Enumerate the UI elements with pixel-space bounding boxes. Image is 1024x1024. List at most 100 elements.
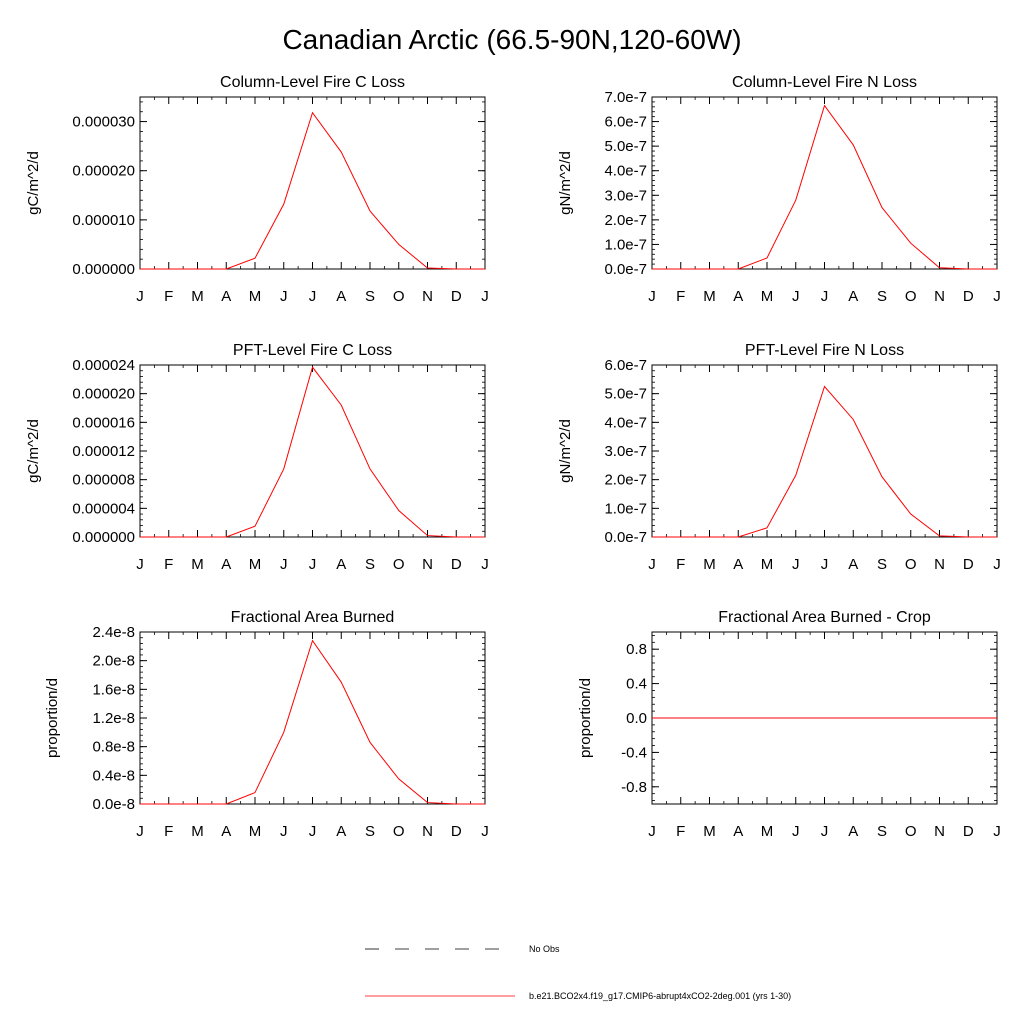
- y-tick-label: 0.000030: [72, 114, 135, 131]
- x-tick-label: J: [309, 288, 317, 305]
- x-tick-label: D: [963, 288, 974, 305]
- x-tick-label: S: [877, 288, 887, 305]
- x-tick-label: D: [451, 556, 462, 573]
- x-tick-label: A: [848, 288, 858, 305]
- x-tick-label: D: [451, 288, 462, 305]
- y-tick-label: 0.000020: [72, 163, 135, 180]
- x-tick-label: J: [481, 823, 489, 840]
- x-tick-label: F: [676, 288, 685, 305]
- y-tick-label: -0.4: [621, 744, 647, 761]
- y-tick-label: 2.4e-8: [92, 624, 135, 641]
- y-tick-label: 0.8: [626, 641, 647, 658]
- x-tick-label: J: [792, 556, 800, 573]
- x-tick-label: J: [821, 288, 829, 305]
- x-tick-label: S: [365, 556, 375, 573]
- chart-panel-1: J F M A M J J A S O N D J0.0000000.0000100.0000200.0…: [25, 74, 489, 305]
- plot-frame: [139, 96, 486, 270]
- y-axis-label: proportion/d: [44, 678, 61, 758]
- x-tick-label: O: [393, 288, 405, 305]
- y-tick-label: 4.0e-7: [604, 414, 647, 431]
- chart-panel-5: J F M A M J J A S O N D J0.0e-80.4e-80.8e-81.2e-81.6…: [44, 609, 489, 840]
- y-tick-label: 0.4e-8: [92, 767, 135, 784]
- x-tick-label: N: [934, 288, 945, 305]
- legend: No Obs b.e21.BCO2x4.f19_g17.CMIP6-abrupt…: [365, 944, 791, 1001]
- x-tick-label: A: [221, 556, 231, 573]
- legend-label-case: b.e21.BCO2x4.f19_g17.CMIP6-abrupt4xCO2-2…: [529, 991, 791, 1001]
- plot-frame: [651, 364, 998, 538]
- y-tick-label: 3.0e-7: [604, 187, 647, 204]
- y-tick-label: 0.000000: [72, 529, 135, 546]
- plot-frame: [651, 96, 998, 270]
- y-tick-label: 0.000024: [72, 357, 135, 374]
- x-tick-label: O: [905, 288, 917, 305]
- y-tick-label: 2.0e-7: [604, 212, 647, 229]
- panel-title: Fractional Area Burned: [231, 609, 395, 626]
- x-tick-label: N: [422, 556, 433, 573]
- chart-panel-2: J F M A M J J A S O N D J0.0e-71.0e-72.0e-73.0e-74.0…: [557, 74, 1001, 305]
- x-tick-label: J: [821, 556, 829, 573]
- x-tick-label: J: [309, 556, 317, 573]
- x-tick-label: M: [249, 823, 262, 840]
- y-axis-label: gN/m^2/d: [557, 151, 574, 215]
- x-tick-label: A: [336, 288, 346, 305]
- y-tick-label: 0.0: [626, 710, 647, 727]
- x-tick-label: J: [309, 823, 317, 840]
- x-tick-label: M: [761, 288, 774, 305]
- x-tick-label: J: [136, 823, 144, 840]
- legend-label-no-obs: No Obs: [529, 944, 560, 954]
- x-tick-label: A: [848, 556, 858, 573]
- x-tick-label: A: [336, 556, 346, 573]
- x-tick-label: D: [451, 823, 462, 840]
- y-tick-label: 5.0e-7: [604, 138, 647, 155]
- series-line: [140, 111, 485, 270]
- y-tick-label: 6.0e-7: [604, 114, 647, 131]
- x-tick-label: S: [365, 288, 375, 305]
- y-tick-label: 1.0e-7: [604, 236, 647, 253]
- y-axis-label: gN/m^2/d: [557, 419, 574, 483]
- x-tick-label: O: [393, 823, 405, 840]
- x-tick-label: J: [993, 288, 1001, 305]
- y-tick-label: 1.6e-8: [92, 681, 135, 698]
- plot-frame: [139, 631, 486, 805]
- x-tick-label: F: [164, 823, 173, 840]
- y-tick-label: 7.0e-7: [604, 89, 647, 106]
- x-tick-label: F: [164, 556, 173, 573]
- chart-panel-6: J F M A M J J A S O N D J-0.8-0.40.00.40.8Fractional…: [577, 609, 1001, 840]
- y-tick-label: 0.0e-7: [604, 529, 647, 546]
- x-tick-label: J: [792, 288, 800, 305]
- x-tick-label: M: [249, 556, 262, 573]
- x-tick-label: J: [993, 823, 1001, 840]
- series-line: [652, 385, 997, 538]
- x-tick-label: A: [733, 288, 743, 305]
- x-tick-label: D: [963, 823, 974, 840]
- x-tick-label: F: [676, 556, 685, 573]
- y-tick-label: 0.000010: [72, 212, 135, 229]
- x-tick-label: M: [761, 556, 774, 573]
- x-tick-label: J: [481, 288, 489, 305]
- chart-panel-4: J F M A M J J A S O N D J0.0e-71.0e-72.0e-73.0e-74.0…: [557, 342, 1001, 573]
- y-tick-label: 0.000004: [72, 500, 135, 517]
- y-tick-label: -0.8: [621, 779, 647, 796]
- x-tick-label: J: [792, 823, 800, 840]
- y-tick-label: 3.0e-7: [604, 443, 647, 460]
- y-tick-label: 1.2e-8: [92, 710, 135, 727]
- x-tick-label: M: [191, 823, 204, 840]
- x-tick-label: D: [963, 556, 974, 573]
- x-tick-label: A: [733, 823, 743, 840]
- y-tick-label: 0.000012: [72, 443, 135, 460]
- y-tick-label: 0.000000: [72, 261, 135, 278]
- x-tick-label: O: [905, 823, 917, 840]
- x-tick-label: S: [365, 823, 375, 840]
- x-tick-label: N: [934, 556, 945, 573]
- x-tick-label: J: [280, 288, 288, 305]
- x-tick-label: J: [481, 556, 489, 573]
- panel-title: PFT-Level Fire C Loss: [233, 342, 392, 359]
- x-tick-label: O: [393, 556, 405, 573]
- x-tick-label: J: [993, 556, 1001, 573]
- series-line: [140, 366, 485, 538]
- x-tick-label: J: [136, 288, 144, 305]
- x-tick-label: A: [848, 823, 858, 840]
- x-tick-label: M: [703, 556, 716, 573]
- x-tick-label: A: [336, 823, 346, 840]
